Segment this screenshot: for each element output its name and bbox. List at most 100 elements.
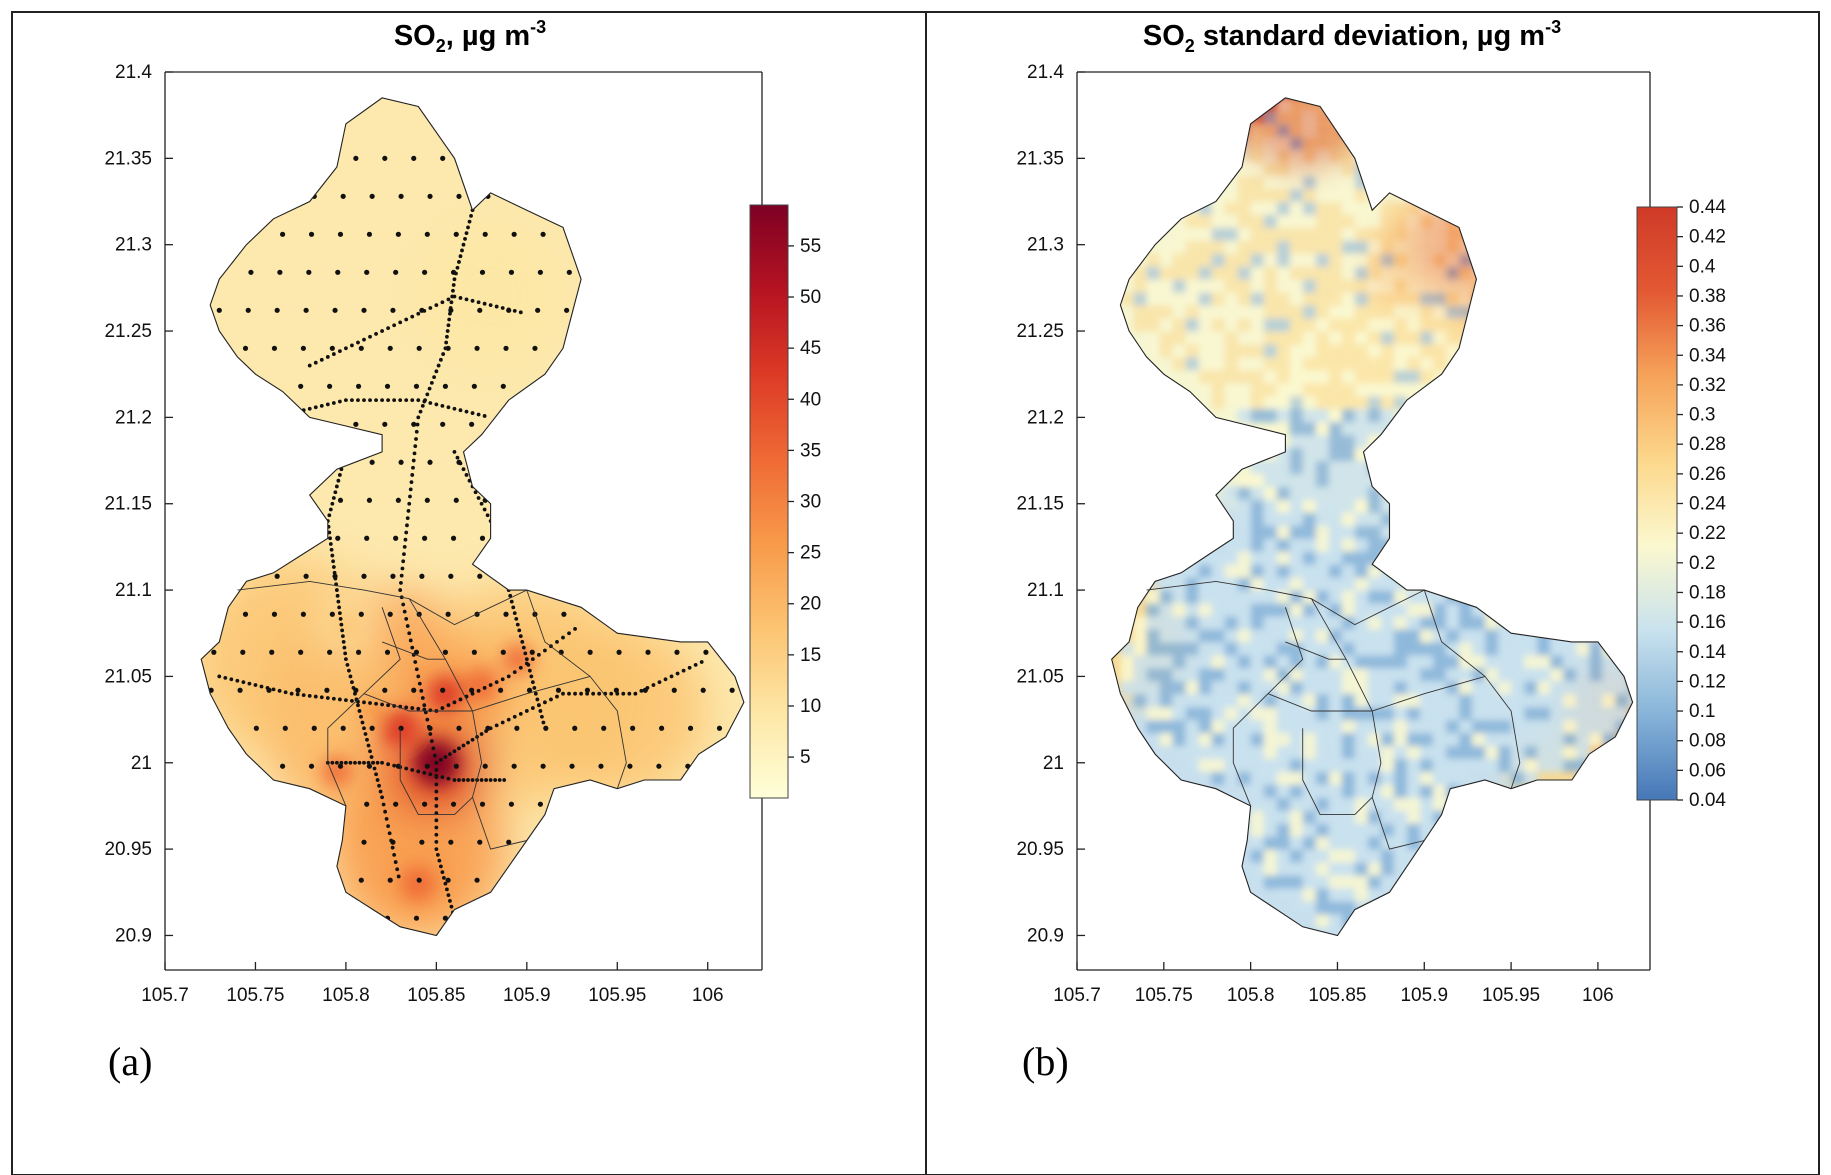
panel-b-grid-cell xyxy=(1419,797,1434,811)
panel-b-grid-cell xyxy=(1289,512,1304,526)
panel-a-road-dot xyxy=(434,818,439,823)
panel-b-grid-cell xyxy=(1289,356,1304,371)
panel-b-grid-cell xyxy=(1250,188,1265,203)
panel-b-grid-cell xyxy=(1289,887,1304,902)
panel-a-road-dot xyxy=(479,501,484,506)
panel-b-grid-cell xyxy=(1315,551,1330,565)
panel-b-grid-cell xyxy=(1328,382,1343,397)
panel-b-grid-cell xyxy=(1289,900,1304,915)
panel-a-road-dot xyxy=(342,455,347,460)
panel-a-road-dot xyxy=(445,329,450,333)
panel-b-grid-cell xyxy=(1459,771,1473,785)
panel-a-road-dot xyxy=(464,409,469,414)
panel-b-grid-cell xyxy=(1211,201,1226,216)
panel-b-grid-cell xyxy=(1146,693,1161,708)
panel-b-grid-cell xyxy=(1537,758,1551,773)
panel-a-road-dot xyxy=(399,580,403,585)
panel-b-grid-cell xyxy=(1367,240,1382,254)
panel-a-station-dot xyxy=(384,649,391,655)
panel-a-road-dot xyxy=(283,690,288,695)
panel-a-road-dot xyxy=(443,346,448,351)
panel-b-grid-cell xyxy=(1237,564,1252,578)
panel-b-y-tick-label: 21.35 xyxy=(1016,148,1064,169)
panel-b-grid-cell xyxy=(1328,745,1343,760)
panel-b-grid-cell xyxy=(1159,680,1174,695)
panel-b-colorbar-tick-label: 0.38 xyxy=(1689,286,1726,307)
panel-b-grid-cell xyxy=(1550,719,1564,734)
panel-a-road-dot xyxy=(445,334,449,339)
panel-a-road-dot xyxy=(404,705,409,710)
panel-b-grid-cell xyxy=(1237,512,1252,526)
panel-b-grid-cell xyxy=(1445,240,1460,254)
panel-b-grid-cell xyxy=(1211,745,1226,760)
panel-b-grid-cells xyxy=(1120,97,1633,928)
panel-a-station-dot xyxy=(413,915,420,921)
panel-a-road-dot xyxy=(408,487,413,492)
panel-a-road-dot xyxy=(423,710,428,715)
panel-b-grid-cell xyxy=(1380,862,1395,876)
panel-b-grid-cell xyxy=(1328,836,1343,850)
panel-a-station-dot xyxy=(298,383,304,389)
panel-b-grid-cell xyxy=(1250,577,1265,591)
panel-b-grid-cell xyxy=(1419,266,1434,280)
panel-a-road-dot xyxy=(353,691,357,696)
panel-b-grid-cell xyxy=(1289,680,1304,695)
panel-b-grid-cell xyxy=(1315,784,1330,798)
panel-b-grid-cell xyxy=(1419,771,1434,785)
panel-b-grid-cell xyxy=(1289,719,1304,734)
panel-b-grid-cell xyxy=(1485,693,1499,708)
panel-a-station-dot xyxy=(687,725,694,731)
panel-a-road-dot xyxy=(506,674,511,679)
panel-b-grid-cell xyxy=(1341,823,1356,837)
panel-b-grid-cell xyxy=(1393,305,1408,319)
panel-a-station-dot xyxy=(411,155,417,161)
panel-a-road-dot xyxy=(458,408,463,413)
panel-b-grid-cell xyxy=(1445,628,1460,643)
panel-a-road-dot xyxy=(434,804,439,808)
panel-b-grid-cell xyxy=(1250,240,1265,254)
panel-b-grid-cell xyxy=(1367,369,1382,384)
panel-b-grid-cell xyxy=(1354,577,1369,591)
panel-b-grid-cell xyxy=(1237,654,1252,669)
panel-b-grid-cell xyxy=(1511,680,1525,695)
panel-a-road-dot xyxy=(496,547,501,552)
panel-b-grid-cell xyxy=(1380,331,1395,345)
panel-a-road-dot xyxy=(336,478,341,483)
panel-b-grid-cell xyxy=(1211,667,1226,682)
panel-b-grid-cell xyxy=(1354,641,1369,656)
panel-b-grid-cell xyxy=(1263,680,1278,695)
panel-a-station-dot xyxy=(700,687,706,693)
panel-b-grid-cell xyxy=(1315,382,1330,397)
panel-a-road-dot xyxy=(356,398,360,403)
panel-b-grid-cell xyxy=(1354,266,1369,280)
panel-a-station-dot xyxy=(503,611,509,617)
panel-b-grid-cell xyxy=(1354,214,1369,229)
panel-b-grid-cell xyxy=(1341,538,1356,552)
panel-b-grid-cell xyxy=(1550,641,1564,656)
panel-b-grid-cell xyxy=(1250,862,1265,876)
panel-b-grid-cell xyxy=(1445,615,1460,630)
panel-b-grid-cell xyxy=(1185,369,1200,384)
panel-b-grid-cell xyxy=(1341,525,1356,539)
panel-b-title-sup: -3 xyxy=(1545,17,1561,37)
panel-a-road-dot xyxy=(675,671,680,676)
panel-a-station-dot xyxy=(566,269,572,275)
panel-a-road-dot xyxy=(506,717,511,722)
panel-b-grid-cell xyxy=(1354,603,1369,617)
panel-b-grid-cell xyxy=(1276,887,1291,902)
panel-a-station-dot xyxy=(253,725,259,731)
panel-b-grid-cell xyxy=(1263,110,1278,125)
panel-a-road-dot xyxy=(235,678,240,683)
panel-a-road-dot xyxy=(461,242,466,247)
panel-b-grid-cell xyxy=(1250,758,1265,773)
panel-b-grid-cell xyxy=(1237,473,1252,488)
panel-b-grid-cell xyxy=(1511,732,1525,747)
panel-b-grid-cell xyxy=(1159,693,1174,708)
panel-b-grid-cell xyxy=(1393,758,1408,773)
panel-a-road-dot xyxy=(326,524,331,529)
panel-b-grid-cell xyxy=(1302,564,1317,578)
panel-a-road-dot xyxy=(390,845,395,850)
panel-b-grid-cell xyxy=(1211,590,1226,604)
panel-b-grid-cell xyxy=(1367,499,1382,513)
panel-b-grid-cell xyxy=(1445,719,1460,734)
